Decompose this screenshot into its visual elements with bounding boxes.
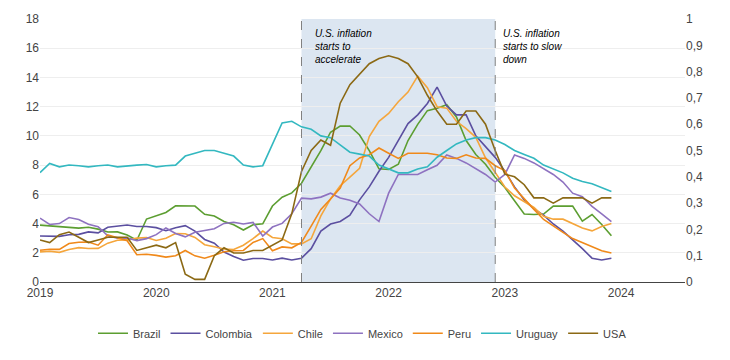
svg-text:1: 1 bbox=[686, 12, 693, 26]
svg-text:0,9: 0,9 bbox=[686, 39, 703, 53]
svg-text:0: 0 bbox=[32, 275, 39, 289]
svg-text:2023: 2023 bbox=[492, 286, 519, 300]
svg-text:12: 12 bbox=[26, 100, 40, 114]
svg-text:U.S. inflationstarts to slowdo: U.S. inflationstarts to slowdown bbox=[503, 28, 562, 65]
svg-text:U.S. inflationstarts toacceler: U.S. inflationstarts toaccelerate bbox=[315, 28, 372, 65]
svg-text:2024: 2024 bbox=[608, 286, 635, 300]
svg-text:0,6: 0,6 bbox=[686, 117, 703, 131]
svg-text:USA: USA bbox=[603, 328, 626, 340]
svg-text:Colombia: Colombia bbox=[206, 328, 253, 340]
svg-text:8: 8 bbox=[32, 158, 39, 172]
svg-text:2019: 2019 bbox=[27, 286, 54, 300]
svg-text:0,3: 0,3 bbox=[686, 196, 703, 210]
svg-text:6: 6 bbox=[32, 188, 39, 202]
svg-text:0,1: 0,1 bbox=[686, 249, 703, 263]
svg-text:0,7: 0,7 bbox=[686, 91, 703, 105]
svg-text:16: 16 bbox=[26, 41, 40, 55]
svg-text:0,5: 0,5 bbox=[686, 144, 703, 158]
svg-text:14: 14 bbox=[26, 71, 40, 85]
svg-text:Uruguay: Uruguay bbox=[516, 328, 558, 340]
svg-text:2: 2 bbox=[32, 246, 39, 260]
svg-text:18: 18 bbox=[26, 12, 40, 26]
svg-text:10: 10 bbox=[26, 129, 40, 143]
svg-text:2020: 2020 bbox=[143, 286, 170, 300]
svg-text:0: 0 bbox=[686, 275, 693, 289]
svg-text:0,4: 0,4 bbox=[686, 170, 703, 184]
svg-text:2021: 2021 bbox=[259, 286, 286, 300]
svg-text:Brazil: Brazil bbox=[133, 328, 161, 340]
svg-text:2022: 2022 bbox=[375, 286, 402, 300]
svg-text:4: 4 bbox=[32, 217, 39, 231]
svg-text:Mexico: Mexico bbox=[368, 328, 403, 340]
svg-text:0,8: 0,8 bbox=[686, 65, 703, 79]
svg-text:0,2: 0,2 bbox=[686, 223, 703, 237]
svg-text:Chile: Chile bbox=[298, 328, 323, 340]
svg-text:Peru: Peru bbox=[448, 328, 471, 340]
